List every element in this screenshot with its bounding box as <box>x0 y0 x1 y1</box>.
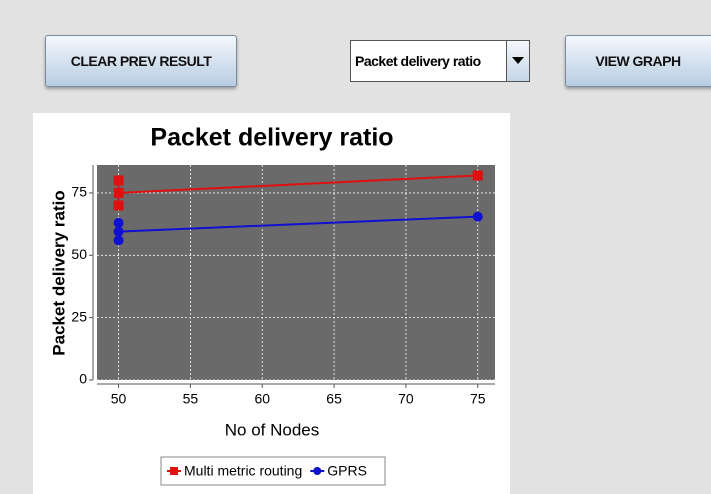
point <box>113 217 124 228</box>
x-tick-label: 55 <box>183 391 199 407</box>
legend-label: GPRS <box>327 463 367 479</box>
x-axis-label: No of Nodes <box>225 420 320 439</box>
x-tick-label: 75 <box>470 391 486 407</box>
legend-marker <box>313 467 322 475</box>
plot-area <box>97 165 495 380</box>
dropdown-arrow[interactable] <box>506 41 529 81</box>
y-tick-label: 75 <box>71 184 87 200</box>
x-tick-label: 65 <box>326 391 342 407</box>
dropdown-value: Packet delivery ratio <box>355 53 481 69</box>
point <box>113 200 124 211</box>
legend-label: Multi metric routing <box>184 463 302 479</box>
clear-button[interactable]: CLEAR PREV RESULT <box>45 35 237 87</box>
point <box>113 226 124 237</box>
point <box>113 187 124 198</box>
point <box>113 175 124 186</box>
x-tick-label: 50 <box>111 391 127 407</box>
legend-box <box>160 456 386 486</box>
x-tick-label: 60 <box>254 391 270 407</box>
x-tick-label: 70 <box>398 391 414 407</box>
chart-title: Packet delivery ratio <box>150 124 393 152</box>
y-tick-label: 50 <box>71 246 87 262</box>
point <box>472 211 483 222</box>
y-tick-label: 0 <box>79 371 87 387</box>
view-button[interactable]: VIEW GRAPH <box>565 35 711 87</box>
legend-marker <box>170 467 178 475</box>
graph-dropdown[interactable]: Packet delivery ratio <box>350 40 530 82</box>
arrow-icon <box>512 57 524 64</box>
chart: Packet delivery ratio No of Nodes Packet… <box>33 113 510 494</box>
y-tick-label: 25 <box>71 308 87 324</box>
y-axis-label: Packet delivery ratio <box>49 190 68 355</box>
point <box>472 170 483 181</box>
point <box>113 235 124 246</box>
